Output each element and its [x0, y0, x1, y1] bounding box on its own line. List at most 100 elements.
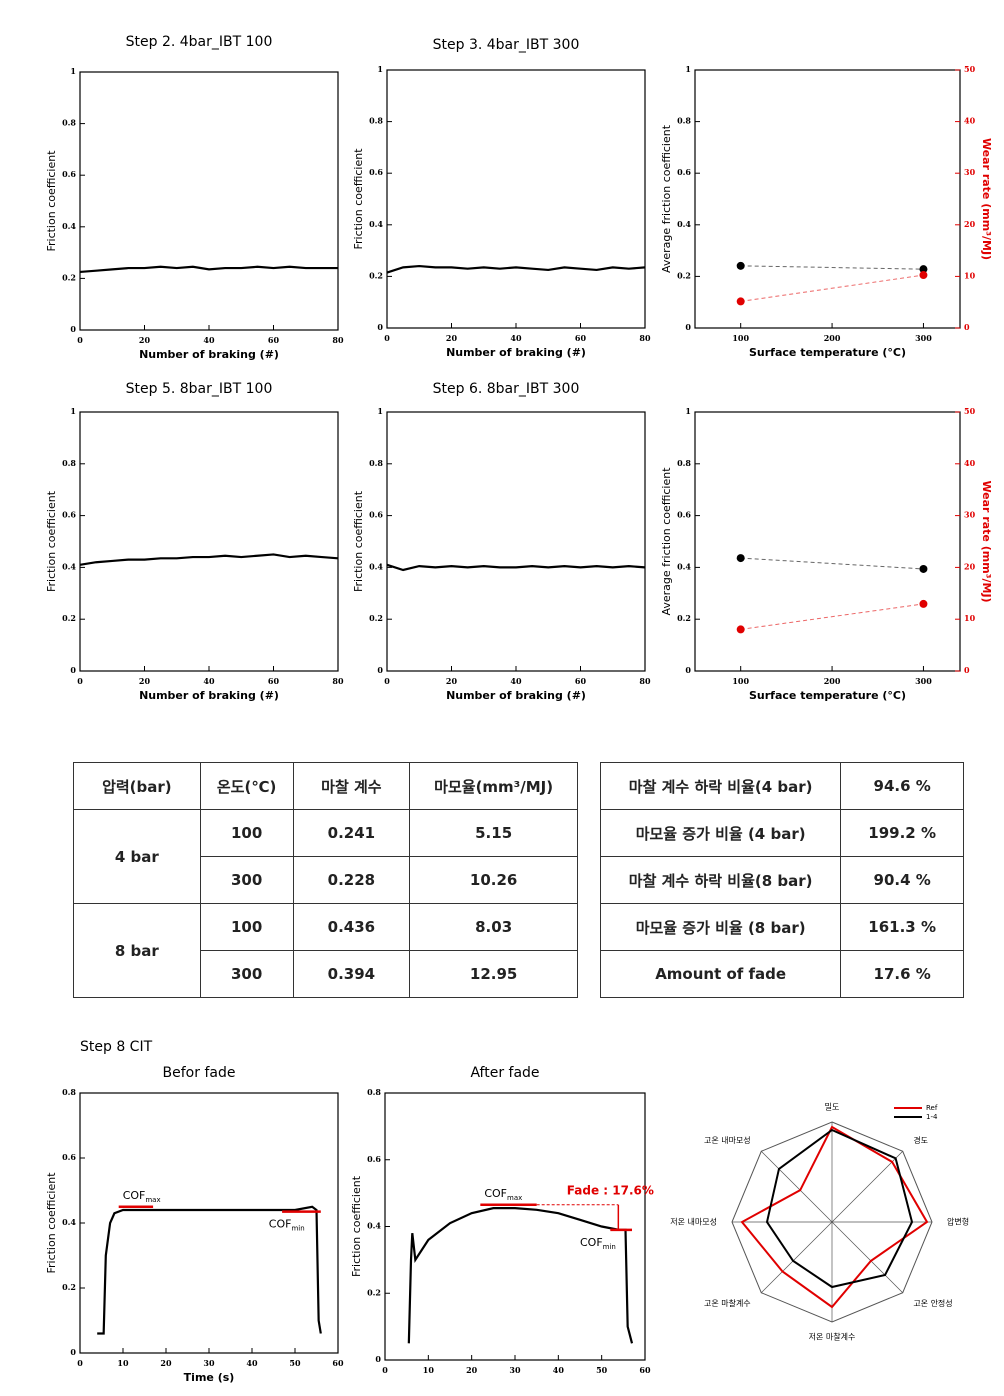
y2-tick-label: 20: [964, 561, 976, 571]
x-tick-label: 20: [446, 676, 458, 686]
y-tick-label: 1: [377, 64, 383, 74]
radar-axis-label: 저온 마찰계수: [809, 1332, 856, 1342]
plot-frame: [79, 71, 339, 331]
y-axis-label: Average friction coefficient: [660, 124, 673, 273]
cell: 100: [199, 809, 294, 857]
radar-axis-label: 고온 안정성: [913, 1298, 952, 1308]
data-line: [386, 264, 646, 274]
cell: 94.6 %: [840, 762, 964, 810]
cell: 300: [199, 856, 294, 904]
reference-label: COF: [123, 1189, 146, 1202]
legend-label: Ref: [926, 1104, 938, 1112]
cell: 0.241: [292, 809, 411, 857]
y2-tick-label: 50: [964, 406, 976, 416]
cell: 마찰 계수 하락 비율(8 bar): [599, 856, 842, 904]
data-line: [407, 1207, 634, 1344]
cell: 0.394: [292, 950, 411, 998]
cell: 0.436: [292, 903, 411, 951]
x-tick-label: 60: [332, 1358, 344, 1368]
connector: [740, 557, 924, 570]
data-line: [79, 553, 339, 566]
x-tick-label: 100: [732, 676, 749, 686]
cell: 4 bar: [73, 809, 201, 904]
plot-frame: [694, 69, 961, 329]
y-tick-label: 0.6: [369, 510, 383, 520]
radar-axis-label: 압변형: [947, 1217, 969, 1227]
point: [919, 564, 928, 573]
plot-frame: [386, 411, 646, 672]
point: [919, 265, 928, 274]
y-axis-label: Friction coefficient: [352, 148, 365, 250]
x-tick-label: 0: [384, 676, 390, 686]
chart-title: Step 3. 4bar_IBT 300: [433, 37, 580, 53]
y-tick-label: 0.8: [62, 458, 76, 468]
y-tick-label: 1: [70, 66, 76, 76]
plot-frame: [79, 1092, 339, 1354]
data-line: [386, 563, 646, 572]
x-tick-label: 200: [824, 333, 841, 343]
y-tick-label: 0.6: [677, 167, 691, 177]
data-line: [97, 1205, 322, 1335]
x-tick-label: 60: [268, 335, 280, 345]
reference-label: COF: [484, 1187, 507, 1200]
y2-tick-label: 50: [964, 64, 976, 74]
y-tick-label: 0.4: [677, 561, 691, 571]
cell: 199.2 %: [840, 809, 964, 857]
y2-tick-label: 30: [964, 510, 976, 520]
y-axis-label: Friction coefficient: [45, 490, 58, 592]
header: 압력(bar): [73, 762, 201, 810]
radar-axis-label: 저온 내마모성: [670, 1218, 717, 1227]
x-tick-label: 40: [510, 333, 522, 343]
plot-frame: [79, 411, 339, 672]
cell: Amount of fade: [599, 950, 842, 998]
point: [736, 625, 745, 634]
y-axis-label: Friction coefficient: [45, 1172, 58, 1274]
radar-spoke: [831, 1221, 903, 1293]
data-line: [79, 265, 338, 274]
point: [736, 261, 745, 270]
y-tick-label: 0.6: [677, 510, 691, 520]
connector: [740, 603, 924, 630]
y-tick-label: 0.8: [367, 1087, 381, 1097]
radar-spoke: [761, 1221, 833, 1293]
cell: 5.15: [409, 809, 578, 857]
x-axis-label: Time (s): [184, 1371, 235, 1384]
y-tick-label: 0.8: [62, 118, 76, 128]
radar-axis-label: 밀도: [825, 1103, 840, 1112]
y-axis-label: Friction coefficient: [45, 150, 58, 252]
y-tick-label: 0: [375, 1354, 381, 1364]
y-tick-label: 0.6: [62, 510, 76, 520]
y-tick-label: 0.4: [62, 1217, 76, 1227]
cell: 300: [199, 950, 294, 998]
radar-series: [765, 1128, 914, 1289]
x-tick-label: 0: [384, 333, 390, 343]
header: 마찰 계수: [292, 762, 411, 810]
cell: 8.03: [409, 903, 578, 951]
y2-tick-label: 10: [964, 613, 976, 623]
chart-title: After fade: [470, 1065, 539, 1081]
cell: 100: [199, 903, 294, 951]
y-tick-label: 0.8: [677, 116, 691, 126]
y-tick-label: 0.6: [367, 1154, 381, 1164]
x-tick-label: 80: [332, 335, 344, 345]
cell: 0.228: [292, 856, 411, 904]
reference-label-sub: min: [603, 1243, 616, 1251]
x-tick-label: 80: [639, 676, 651, 686]
chart-title: Befor fade: [163, 1065, 236, 1081]
y-tick-label: 1: [377, 406, 383, 416]
x-axis-label: Surface temperature (°C): [749, 346, 906, 359]
header: 마모율(mm³/MJ): [409, 762, 578, 810]
x-tick-label: 60: [575, 676, 587, 686]
y-tick-label: 0.2: [62, 272, 76, 282]
y-tick-label: 0.8: [369, 458, 383, 468]
y-tick-label: 0: [70, 665, 76, 675]
radar-axis-label: 고온 마찰계수: [704, 1298, 751, 1308]
x-tick-label: 60: [639, 1365, 651, 1375]
x-tick-label: 30: [203, 1358, 215, 1368]
cell: 마모율 증가 비율 (8 bar): [599, 903, 842, 951]
x-tick-label: 40: [246, 1358, 258, 1368]
y2-tick-label: 20: [964, 219, 976, 229]
cell: 8 bar: [73, 903, 201, 998]
